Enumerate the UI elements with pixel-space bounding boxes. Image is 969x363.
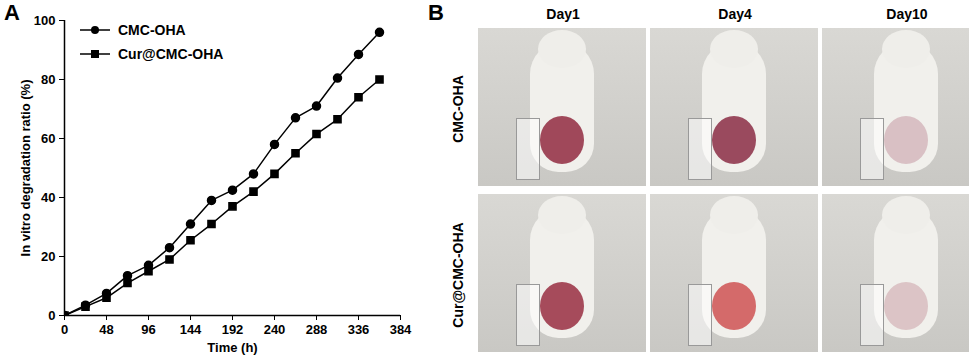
svg-text:240: 240 [264,322,286,337]
svg-text:0: 0 [61,322,68,337]
svg-text:60: 60 [41,131,55,146]
svg-text:336: 336 [348,322,370,337]
html-text:Cur@CMC-OHA: Cur@CMC-OHA [450,222,466,328]
html-text:CMC-OHA: CMC-OHA [118,22,186,38]
svg-text:In vitro degradation ratio (%): In vitro degradation ratio (%) [18,80,33,257]
svg-text:144: 144 [180,322,202,337]
svg-text:100: 100 [34,13,56,28]
svg-text:0: 0 [48,308,55,323]
svg-text:384: 384 [390,322,412,337]
svg-text:Time (h): Time (h) [207,340,257,355]
svg-text:40: 40 [41,190,55,205]
svg-text:288: 288 [306,322,328,337]
svg-text:96: 96 [141,322,155,337]
html-text:Day10: Day10 [886,6,928,22]
svg-text:192: 192 [222,322,244,337]
svg-text:48: 48 [99,322,113,337]
html-text:Day1: Day1 [546,6,580,22]
html-text:B: B [428,0,444,25]
html-text:CMC-OHA: CMC-OHA [450,75,466,143]
svg-text:20: 20 [41,249,55,264]
html-text:Cur@CMC-OHA: Cur@CMC-OHA [118,46,224,62]
html-text:Day4: Day4 [718,6,752,22]
html-text:A: A [4,0,20,25]
svg-text:80: 80 [41,72,55,87]
